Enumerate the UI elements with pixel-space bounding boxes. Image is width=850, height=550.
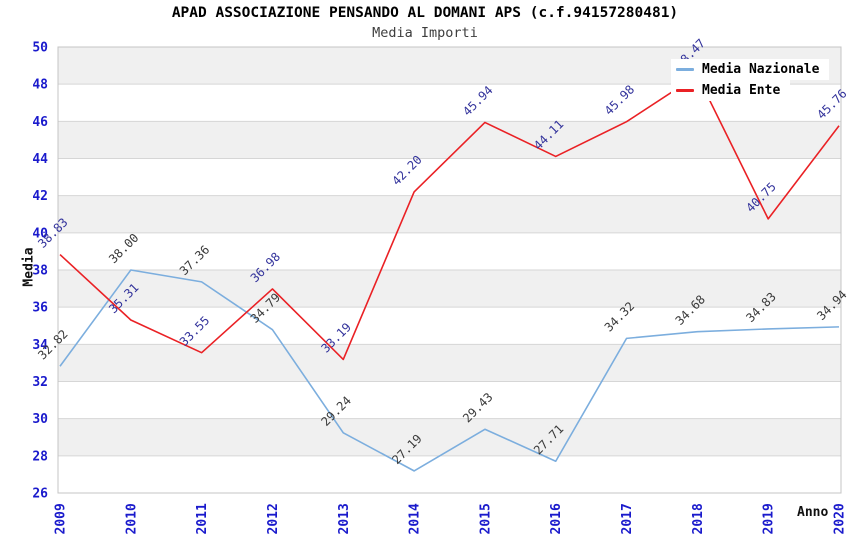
legend-swatch-line-icon <box>676 68 694 71</box>
y-tick-label: 46 <box>32 115 48 130</box>
y-tick-label: 50 <box>32 41 48 56</box>
y-tick-label: 36 <box>32 301 48 316</box>
legend-label: Media Ente <box>702 83 781 98</box>
legend-label: Media Nazionale <box>702 62 820 77</box>
y-tick-label: 38 <box>32 264 48 279</box>
x-tick-label: 2009 <box>54 503 69 534</box>
point-label: 33.55 <box>177 313 212 348</box>
y-tick-label: 30 <box>32 412 48 427</box>
band <box>58 121 841 159</box>
y-tick-label: 32 <box>32 375 48 390</box>
y-tick-label: 28 <box>32 449 48 464</box>
legend-item-media-ente: Media Ente <box>671 80 791 101</box>
x-tick-label: 2019 <box>762 503 777 534</box>
y-tick-label: 48 <box>32 78 48 93</box>
chart-subtitle: Media Importi <box>372 25 478 41</box>
band <box>58 344 841 382</box>
band <box>58 195 841 233</box>
legend-swatch-line-icon <box>676 89 694 92</box>
y-tick-label: 42 <box>32 189 48 204</box>
x-tick-label: 2016 <box>549 503 564 534</box>
point-label: 45.94 <box>460 83 495 118</box>
y-tick-label: 34 <box>32 338 48 353</box>
y-tick-label: 40 <box>32 226 48 241</box>
legend-item-media-nazionale: Media Nazionale <box>671 59 830 80</box>
plot-border <box>57 46 842 494</box>
x-tick-label: 2017 <box>620 503 635 534</box>
series-line <box>59 269 840 472</box>
x-tick-label: 2018 <box>691 503 706 534</box>
x-axis-title: Anno <box>797 505 829 520</box>
x-tick-label: 2014 <box>408 503 423 534</box>
chart-title: APAD ASSOCIAZIONE PENSANDO AL DOMANI APS… <box>171 5 679 21</box>
y-tick-label: 26 <box>32 487 48 502</box>
point-label: 45.98 <box>602 82 637 117</box>
point-label: 38.00 <box>106 231 141 266</box>
x-tick-label: 2013 <box>337 503 352 534</box>
legend: Media Nazionale Media Ente <box>671 59 830 101</box>
x-tick-label: 2015 <box>478 503 493 534</box>
x-tick-label: 2020 <box>833 503 848 534</box>
band <box>58 270 841 308</box>
x-tick-label: 2010 <box>124 503 139 534</box>
x-tick-label: 2012 <box>266 503 281 534</box>
x-tick-label: 2011 <box>195 503 210 534</box>
y-tick-label: 44 <box>32 152 48 167</box>
